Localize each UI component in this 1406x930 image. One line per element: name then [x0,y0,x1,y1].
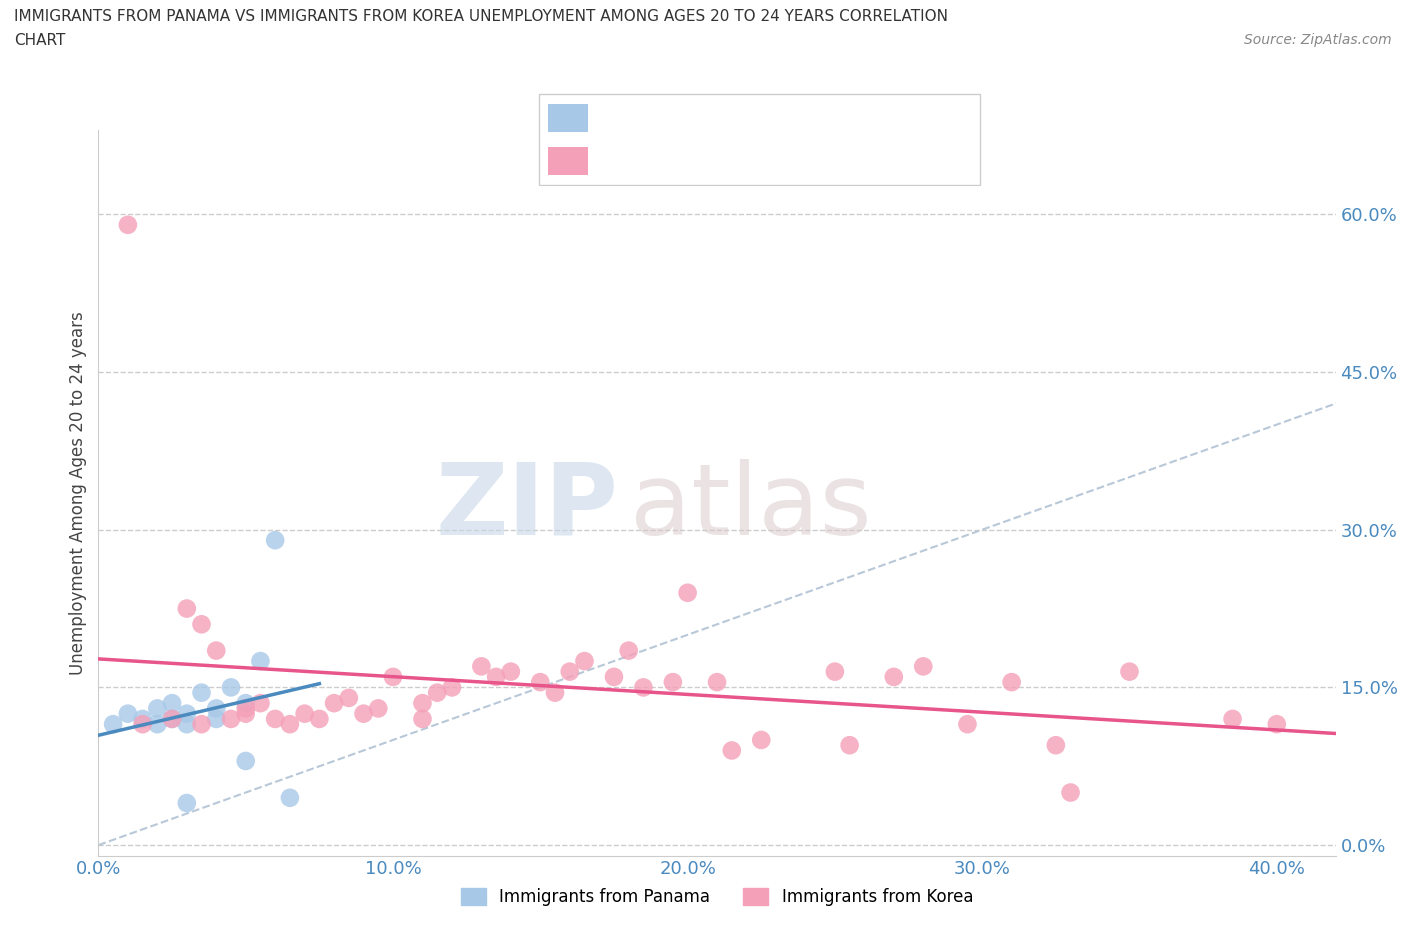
Point [235,753,257,768]
Point [278,717,301,732]
Point [308,711,330,726]
Point [574,654,596,669]
Text: IMMIGRANTS FROM PANAMA VS IMMIGRANTS FROM KOREA UNEMPLOYMENT AMONG AGES 20 TO 24: IMMIGRANTS FROM PANAMA VS IMMIGRANTS FRO… [14,9,948,24]
Point [1118,664,1140,679]
Point [1045,737,1067,752]
Text: 0.221: 0.221 [661,152,721,170]
Point [146,701,169,716]
Point [883,670,905,684]
Point [470,659,492,674]
Text: 0.316: 0.316 [661,109,721,127]
Point [264,711,287,726]
FancyBboxPatch shape [538,94,980,185]
Point [176,601,198,616]
Text: N =: N = [768,152,811,170]
Point [1265,717,1288,732]
Point [323,696,346,711]
Point [264,533,287,548]
Point [706,674,728,689]
Point [190,685,212,700]
Point [190,617,212,631]
Point [205,644,228,658]
Point [337,690,360,705]
Point [956,717,979,732]
Text: 50: 50 [827,152,853,170]
Text: N =: N = [768,109,811,127]
Point [278,790,301,805]
Point [1059,785,1081,800]
Point [117,218,139,232]
Point [249,696,271,711]
Point [720,743,742,758]
Point [219,680,242,695]
Text: CHART: CHART [14,33,66,47]
Point [235,696,257,711]
Point [838,737,860,752]
Point [662,674,685,689]
Text: ZIP: ZIP [436,458,619,556]
Point [117,706,139,721]
Point [633,680,655,695]
Point [249,654,271,669]
Point [603,670,626,684]
Point [1001,674,1024,689]
Point [749,733,772,748]
Text: Source: ZipAtlas.com: Source: ZipAtlas.com [1244,33,1392,46]
Text: 19: 19 [827,109,853,127]
Point [382,670,405,684]
Text: R =: R = [602,152,644,170]
Point [411,711,433,726]
Point [367,701,389,716]
Point [219,711,242,726]
Point [426,685,449,700]
Point [176,717,198,732]
Point [617,644,640,658]
Text: R =: R = [602,109,644,127]
Point [912,659,935,674]
Point [160,711,183,726]
Point [160,711,183,726]
Point [176,706,198,721]
Point [235,706,257,721]
Point [131,711,153,726]
Point [558,664,581,679]
Point [411,696,433,711]
Legend: Immigrants from Panama, Immigrants from Korea: Immigrants from Panama, Immigrants from … [454,881,980,912]
Text: atlas: atlas [630,458,872,556]
FancyBboxPatch shape [548,104,588,132]
Y-axis label: Unemployment Among Ages 20 to 24 years: Unemployment Among Ages 20 to 24 years [69,311,87,675]
Point [499,664,522,679]
Point [146,717,169,732]
Point [160,696,183,711]
Point [676,585,699,600]
Point [131,717,153,732]
Point [235,701,257,716]
Point [824,664,846,679]
Point [544,685,567,700]
FancyBboxPatch shape [548,147,588,175]
Point [101,717,124,732]
Point [205,701,228,716]
Point [1222,711,1244,726]
Point [190,717,212,732]
Point [353,706,375,721]
Point [176,795,198,810]
Point [529,674,551,689]
Point [485,670,508,684]
Point [440,680,463,695]
Point [205,711,228,726]
Point [294,706,316,721]
